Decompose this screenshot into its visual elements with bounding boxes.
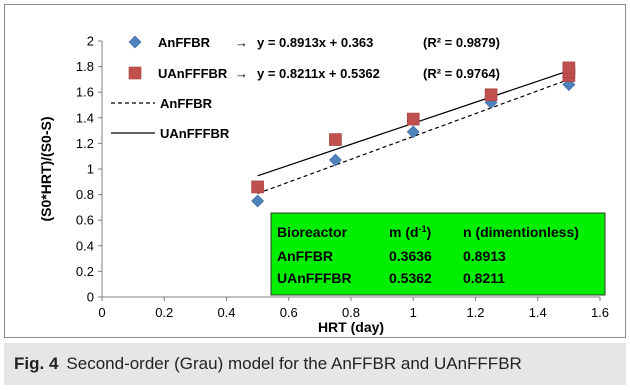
table-header-bioreactor: Bioreactor [277, 224, 348, 240]
data-markers [251, 61, 576, 208]
x-tick-label: 0.6 [280, 305, 298, 320]
caption-body: Second-order (Grau) model for the AnFFBR… [66, 354, 522, 373]
chart-frame: 0 0.2 0.4 0.6 0.8 1 1.2 1.4 1.6 1.8 2 0 0.2 0.4 0.6 0.8… [4, 4, 626, 338]
caption-box: Fig. 4 Second-order (Grau) model for the … [4, 343, 626, 385]
legend-marker-anffbr [128, 35, 142, 49]
legend: AnFFBR → y = 0.8913x + 0.363 (R² = 0.9879) U… [111, 35, 500, 141]
y-tick-label: 0.8 [76, 187, 94, 202]
y-tick-label: 1 [87, 162, 94, 177]
y-tick-label: 0.2 [76, 264, 94, 279]
data-point-uanfffbr [329, 133, 342, 146]
table-cell: 0.3636 [389, 248, 432, 264]
figure-caption: Fig. 4 Second-order (Grau) model for the … [14, 354, 522, 374]
chart-svg: 0 0.2 0.4 0.6 0.8 1 1.2 1.4 1.6 1.8 2 0 0.2 0.4 0.6 0.8… [38, 34, 609, 336]
legend-fit-label-uanfffbr: UAnFFFBR [160, 126, 230, 141]
x-tick-label: 0.2 [155, 305, 173, 320]
x-tick-label: 1 [410, 305, 417, 320]
x-tick-label: 1.2 [466, 305, 484, 320]
y-tick-label: 1.6 [76, 85, 94, 100]
y-axis-title: (S0*HRT)/(S0-S) [38, 116, 54, 221]
data-point-uanfffbr [562, 61, 576, 75]
caption-label: Fig. 4 [14, 354, 59, 373]
table-cell: AnFFBR [277, 248, 333, 264]
data-point-uanfffbr [406, 112, 420, 126]
legend-arrow: → [235, 66, 248, 81]
legend-label-anffbr: AnFFBR [158, 35, 211, 50]
table-cell: 0.5362 [389, 270, 432, 286]
table-header-m-exponent: -1 [419, 224, 427, 234]
fit-line-anffbr [257, 78, 570, 195]
x-tick-label: 1.4 [529, 305, 547, 320]
legend-equation-uanfffbr: y = 0.8211x + 0.5362 [257, 66, 380, 81]
legend-equation-anffbr: y = 0.8913x + 0.363 [257, 35, 373, 50]
table-cell: 0.8211 [463, 270, 505, 286]
data-point-uanfffbr [251, 180, 264, 194]
table-cell: 0.8913 [463, 248, 506, 264]
parameter-table: Bioreactor m (d-1) n (dimentionless)AnFFBR… [270, 212, 606, 296]
legend-label-uanfffbr: UAnFFFBR [158, 66, 228, 81]
y-tick-label: 0.6 [76, 213, 94, 228]
y-tick-label: 1.8 [76, 59, 94, 74]
y-tick-label: 2 [87, 34, 94, 49]
table-header-m-close: ) [427, 224, 432, 240]
y-tick-label: 1.4 [76, 110, 94, 125]
legend-r2-uanfffbr: (R² = 0.9764) [423, 66, 500, 81]
x-tick-label: 0.8 [342, 305, 360, 320]
table-background [270, 212, 606, 296]
x-axis-title: HRT (day) [318, 319, 384, 335]
data-point-anffbr [251, 194, 265, 208]
legend-marker-uanfffbr [128, 66, 142, 80]
y-tick-label: 0.4 [76, 238, 94, 253]
x-tick-label: 1.6 [591, 305, 609, 320]
x-tick-label: 0.4 [217, 305, 235, 320]
table-header-n: n (dimentionless) [463, 224, 579, 240]
legend-r2-anffbr: (R² = 0.9879) [423, 35, 500, 50]
legend-fit-label-anffbr: AnFFBR [160, 96, 213, 111]
data-point-uanfffbr [484, 88, 498, 102]
data-point-anffbr [406, 125, 420, 139]
y-tick-label: 1.2 [76, 136, 94, 151]
data-point-anffbr [329, 153, 342, 167]
axes: 0 0.2 0.4 0.6 0.8 1 1.2 1.4 1.6 1.8 2 0 0.2 0.4 0.6 0.8… [38, 34, 609, 336]
y-tick-label: 0 [87, 290, 94, 305]
table-cell: UAnFFFBR [277, 270, 352, 286]
legend-arrow: → [235, 35, 248, 50]
x-tick-label: 0 [98, 305, 105, 320]
